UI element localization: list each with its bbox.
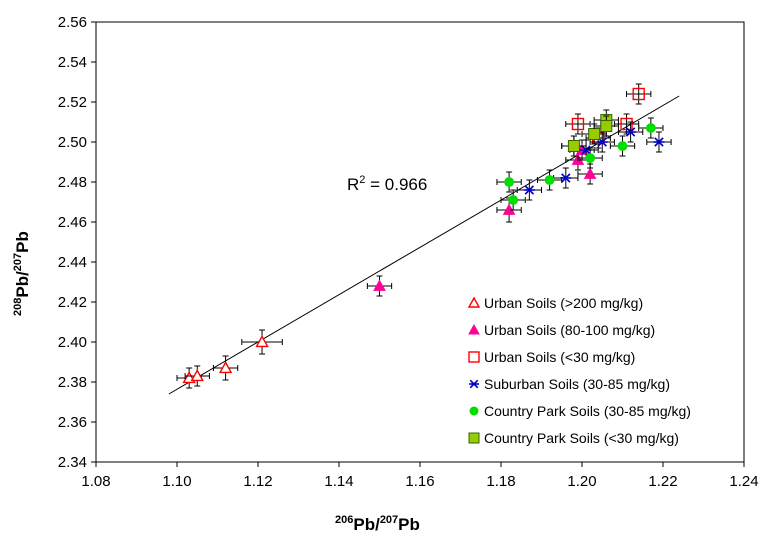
marker-open-triangle: [255, 335, 269, 348]
x-tick-label: 1.12: [243, 473, 272, 490]
y-tick-label: 2.46: [58, 214, 87, 231]
y-tick-label: 2.44: [58, 254, 87, 271]
marker-asterisk-stroke: [561, 173, 571, 183]
marker-circle: [469, 406, 479, 416]
marker-filled-square: [588, 128, 601, 140]
y-axis: 2.34 2.36 2.38 2.40 2.42 2.44 2.46 2.48 2.50 2.52…: [58, 14, 96, 471]
marker-asterisk-stroke: [625, 127, 636, 137]
data-points: [176, 83, 672, 389]
marker-open-triangle: [190, 369, 204, 382]
x-tick-label: 1.10: [162, 473, 191, 490]
legend-label: Urban Soils (<30 mg/kg): [484, 349, 635, 365]
x-tick-label: 1.16: [405, 473, 434, 490]
marker-asterisk-stroke: [469, 379, 479, 389]
marker-filled-square: [567, 140, 580, 152]
x-tick-label: 1.14: [324, 473, 353, 490]
marker-filled-triangle: [468, 323, 480, 335]
trendline: [168, 95, 680, 395]
x-tick-label: 1.18: [486, 473, 515, 490]
y-tick-label: 2.56: [58, 14, 87, 31]
marker-open-square: [632, 87, 645, 101]
y-tick-label: 2.52: [58, 94, 87, 111]
marker-open-triangle: [218, 361, 233, 374]
legend-label: Country Park Soils (30-85 mg/kg): [484, 403, 691, 419]
marker-asterisk-stroke: [654, 137, 664, 147]
marker-filled-triangle: [373, 279, 386, 291]
y-tick-label: 2.48: [58, 174, 87, 191]
y-tick-label: 2.40: [58, 334, 87, 351]
marker-asterisk-stroke: [597, 137, 607, 147]
plot-area: [95, 21, 745, 463]
legend-label: Urban Soils (>200 mg/kg): [484, 295, 643, 311]
y-tick-label: 2.42: [58, 294, 87, 311]
marker-open-square: [468, 351, 480, 363]
legend: Urban Soils (>200 mg/kg) Urban Soils (80-…: [467, 295, 691, 446]
legend-label: Suburban Soils (30-85 mg/kg): [484, 376, 670, 392]
legend-label: Urban Soils (80-100 mg/kg): [484, 322, 655, 338]
marker-asterisk-stroke: [581, 145, 591, 155]
y-tick-label: 2.54: [58, 54, 87, 71]
x-tick-label: 1.20: [567, 473, 596, 490]
marker-circle: [544, 175, 555, 185]
x-axis: 1.08 1.10 1.12 1.14 1.16 1.18 1.20 1.22 1.24: [81, 462, 759, 490]
marker-filled-square: [600, 120, 613, 132]
marker-filled-square: [468, 432, 480, 444]
y-tick-label: 2.50: [58, 134, 87, 151]
marker-open-square: [571, 117, 585, 131]
y-tick-label: 2.36: [58, 414, 87, 431]
marker-circle: [508, 195, 519, 205]
marker-circle: [504, 177, 515, 187]
legend-label: Country Park Soils (<30 mg/kg): [484, 430, 679, 446]
marker-open-square: [620, 117, 633, 131]
marker-filled-triangle: [502, 203, 516, 215]
marker-circle: [585, 153, 595, 163]
x-tick-label: 1.24: [729, 473, 758, 490]
marker-circle: [645, 123, 656, 133]
y-tick-label: 2.34: [58, 454, 87, 471]
r-squared-annotation: R2 = 0.966: [347, 174, 427, 194]
marker-asterisk-stroke: [524, 185, 535, 195]
marker-circle: [617, 141, 628, 151]
trendline-group: [168, 95, 680, 395]
marker-filled-triangle: [583, 167, 597, 179]
x-tick-label: 1.08: [81, 473, 110, 490]
y-tick-label: 2.38: [58, 374, 87, 391]
y-axis-label: 208Pb/207Pb: [12, 231, 32, 316]
x-axis-label: 206Pb/207Pb: [335, 514, 420, 534]
x-tick-label: 1.22: [648, 473, 677, 490]
marker-open-triangle: [467, 296, 481, 308]
